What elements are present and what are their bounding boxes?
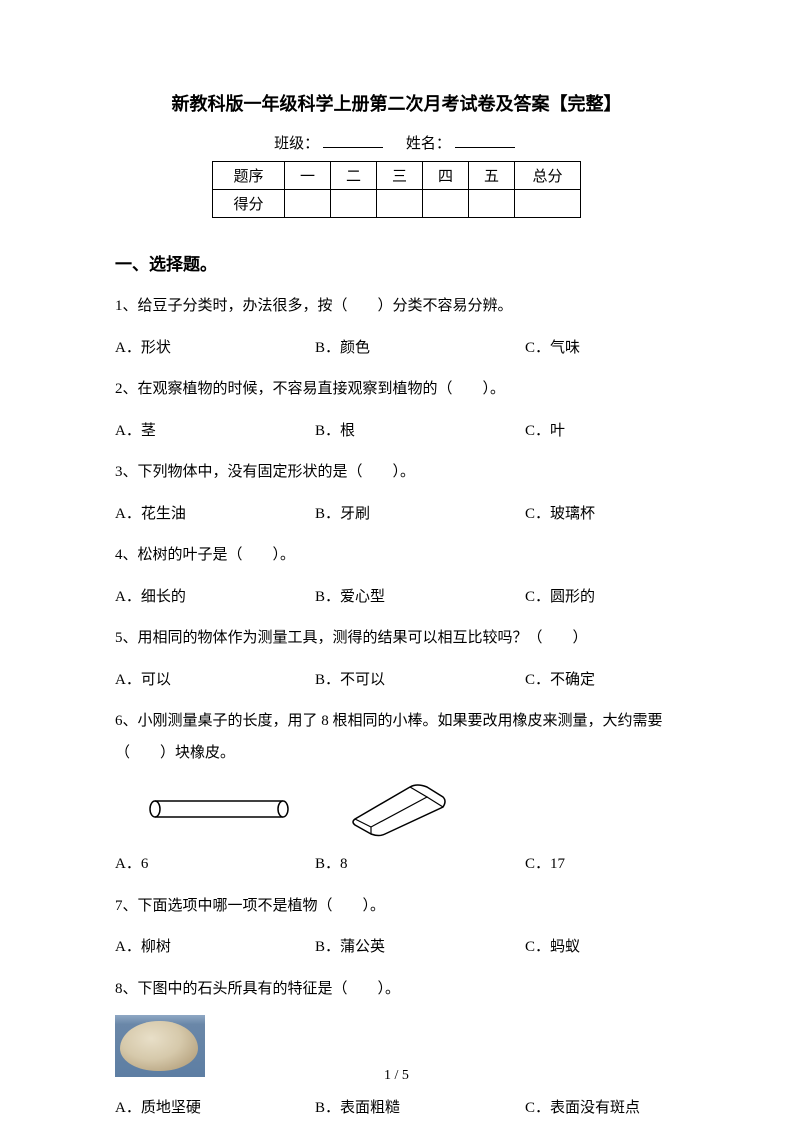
option-b: B．蒲公英 bbox=[315, 932, 525, 964]
question-8: 8、下图中的石头所具有的特征是（ ）。 bbox=[115, 974, 678, 1006]
question-4: 4、松树的叶子是（ ）。 bbox=[115, 540, 678, 572]
cell[interactable] bbox=[377, 190, 423, 218]
option-a: A．6 bbox=[115, 849, 315, 881]
option-b: B．颜色 bbox=[315, 333, 525, 365]
option-b: B．牙刷 bbox=[315, 499, 525, 531]
question-7: 7、下面选项中哪一项不是植物（ ）。 bbox=[115, 891, 678, 923]
cell[interactable] bbox=[423, 190, 469, 218]
option-a: A．柳树 bbox=[115, 932, 315, 964]
option-a: A．形状 bbox=[115, 333, 315, 365]
options-6: A．6 B．8 C．17 bbox=[115, 849, 678, 881]
options-3: A．花生油 B．牙刷 C．玻璃杯 bbox=[115, 499, 678, 531]
class-blank[interactable] bbox=[323, 147, 383, 148]
option-b: B．爱心型 bbox=[315, 582, 525, 614]
option-b: B．表面粗糙 bbox=[315, 1093, 525, 1125]
name-blank[interactable] bbox=[455, 147, 515, 148]
page-number: 1 / 5 bbox=[0, 1068, 793, 1084]
eraser-icon bbox=[335, 779, 455, 839]
section-title: 一、选择题。 bbox=[115, 250, 678, 275]
table-row: 题序 一 二 三 四 五 总分 bbox=[213, 162, 581, 190]
options-5: A．可以 B．不可以 C．不确定 bbox=[115, 665, 678, 697]
score-table: 题序 一 二 三 四 五 总分 得分 bbox=[212, 161, 581, 218]
cell: 五 bbox=[469, 162, 515, 190]
option-c: C．不确定 bbox=[525, 665, 678, 697]
options-1: A．形状 B．颜色 C．气味 bbox=[115, 333, 678, 365]
page-title: 新教科版一年级科学上册第二次月考试卷及答案【完整】 bbox=[115, 90, 678, 116]
cell-total: 总分 bbox=[515, 162, 581, 190]
cell: 一 bbox=[285, 162, 331, 190]
question-2: 2、在观察植物的时候，不容易直接观察到植物的（ ）。 bbox=[115, 374, 678, 406]
cell: 四 bbox=[423, 162, 469, 190]
option-c: C．叶 bbox=[525, 416, 678, 448]
option-b: B．根 bbox=[315, 416, 525, 448]
option-c: C．气味 bbox=[525, 333, 678, 365]
options-4: A．细长的 B．爱心型 C．圆形的 bbox=[115, 582, 678, 614]
cell: 二 bbox=[331, 162, 377, 190]
options-7: A．柳树 B．蒲公英 C．蚂蚁 bbox=[115, 932, 678, 964]
cell-label: 题序 bbox=[213, 162, 285, 190]
option-c: C．玻璃杯 bbox=[525, 499, 678, 531]
cell[interactable] bbox=[285, 190, 331, 218]
table-row: 得分 bbox=[213, 190, 581, 218]
option-a: A．质地坚硬 bbox=[115, 1093, 315, 1125]
option-b: B．8 bbox=[315, 849, 525, 881]
option-a: A．细长的 bbox=[115, 582, 315, 614]
cell: 三 bbox=[377, 162, 423, 190]
class-label: 班级： bbox=[274, 136, 319, 152]
header-info: 班级： 姓名： bbox=[115, 132, 678, 153]
options-8: A．质地坚硬 B．表面粗糙 C．表面没有斑点 bbox=[115, 1093, 678, 1125]
q6-images bbox=[145, 779, 678, 839]
name-label: 姓名： bbox=[406, 136, 451, 152]
option-a: A．可以 bbox=[115, 665, 315, 697]
option-c: C．表面没有斑点 bbox=[525, 1093, 678, 1125]
stone-shape bbox=[120, 1021, 198, 1071]
question-1: 1、给豆子分类时，办法很多，按（ ）分类不容易分辨。 bbox=[115, 291, 678, 323]
question-5: 5、用相同的物体作为测量工具，测得的结果可以相互比较吗？（ ） bbox=[115, 623, 678, 655]
stick-icon bbox=[145, 789, 295, 829]
question-6: 6、小刚测量桌子的长度，用了 8 根相同的小棒。如果要改用橡皮来测量，大约需要（… bbox=[115, 706, 678, 769]
option-c: C．蚂蚁 bbox=[525, 932, 678, 964]
option-c: C．圆形的 bbox=[525, 582, 678, 614]
option-b: B．不可以 bbox=[315, 665, 525, 697]
cell-label: 得分 bbox=[213, 190, 285, 218]
option-a: A．花生油 bbox=[115, 499, 315, 531]
options-2: A．茎 B．根 C．叶 bbox=[115, 416, 678, 448]
question-3: 3、下列物体中，没有固定形状的是（ ）。 bbox=[115, 457, 678, 489]
option-a: A．茎 bbox=[115, 416, 315, 448]
cell[interactable] bbox=[515, 190, 581, 218]
cell[interactable] bbox=[331, 190, 377, 218]
option-c: C．17 bbox=[525, 849, 678, 881]
cell[interactable] bbox=[469, 190, 515, 218]
